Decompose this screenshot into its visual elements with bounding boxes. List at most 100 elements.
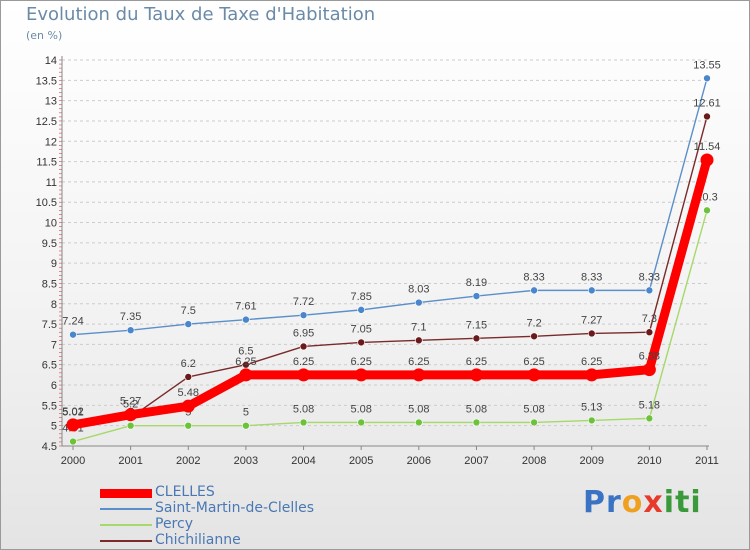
data-label: 5.08 (293, 403, 314, 415)
data-point (184, 421, 193, 430)
data-point (69, 437, 77, 446)
data-point (530, 286, 538, 295)
data-point (242, 421, 250, 430)
data-label: 7.1 (411, 321, 426, 333)
data-point (242, 360, 250, 369)
legend-swatch (100, 508, 152, 510)
data-point (645, 286, 654, 295)
data-point (472, 418, 481, 427)
data-point (124, 408, 138, 422)
legend-label: Chichilianne (155, 532, 241, 548)
data-label: 7.85 (350, 291, 371, 303)
data-point (415, 298, 423, 307)
x-tick-label: 2006 (407, 455, 431, 467)
data-point (415, 336, 423, 345)
logo-letter: o (621, 485, 644, 520)
data-label: 8.03 (408, 284, 429, 296)
data-label: 5.08 (523, 403, 544, 415)
data-label: 5.08 (466, 403, 487, 415)
data-label: 8.33 (581, 271, 602, 283)
legend-label: CLELLES (155, 484, 215, 500)
data-point (126, 326, 135, 335)
data-label: 6.38 (639, 351, 660, 363)
data-label: 6.25 (235, 356, 256, 368)
data-point (126, 421, 135, 430)
data-label: 5.01 (62, 406, 83, 418)
data-point (530, 418, 538, 427)
data-point (354, 368, 368, 382)
logo-letter: t (675, 485, 691, 520)
data-point (412, 368, 426, 382)
data-point (587, 329, 596, 338)
y-tick-label: 5.5 (42, 400, 57, 412)
x-tick-label: 2007 (464, 455, 488, 467)
data-point (587, 416, 596, 425)
data-label: 7.61 (235, 301, 256, 313)
x-tick-label: 2010 (637, 455, 661, 467)
x-tick-label: 2011 (695, 455, 719, 467)
x-tick-label: 2005 (349, 455, 373, 467)
y-tick-label: 12.5 (36, 116, 57, 128)
logo-letter: i (663, 485, 676, 520)
y-tick-label: 11.5 (36, 157, 57, 169)
y-tick-label: 10 (45, 218, 57, 230)
data-point (645, 328, 654, 337)
data-label: 7.5 (181, 305, 196, 317)
data-label: 5.27 (120, 396, 141, 408)
data-point (297, 368, 311, 382)
logo-letter: r (606, 485, 622, 520)
x-tick-label: 2003 (234, 455, 258, 467)
data-label: 7.15 (466, 319, 487, 331)
data-label: 7.05 (350, 323, 371, 335)
data-label: 8.33 (523, 271, 544, 283)
y-tick-label: 7 (51, 339, 57, 351)
data-label: 6.25 (466, 356, 487, 368)
proxiti-logo: Proxiti (583, 485, 702, 520)
data-label: 5 (185, 407, 191, 419)
data-label: 6.5 (238, 346, 253, 358)
data-point (703, 112, 711, 121)
x-tick-label: 2009 (579, 455, 603, 467)
data-point (357, 418, 365, 427)
y-tick-label: 13 (45, 96, 57, 108)
y-tick-label: 10.5 (36, 197, 57, 209)
data-label: 6.2 (181, 358, 196, 370)
legend-label: Saint-Martin-de-Clelles (155, 500, 315, 516)
data-label: 5.08 (408, 403, 429, 415)
data-label: 11.54 (694, 141, 721, 153)
logo-letter: P (583, 485, 606, 520)
y-tick-label: 8 (51, 299, 57, 311)
data-label: 8.19 (466, 277, 487, 289)
y-tick-label: 7.5 (42, 319, 57, 331)
data-label: 12.61 (693, 97, 721, 109)
legend-item: Chichilianne (100, 532, 360, 549)
data-point (530, 332, 538, 341)
data-label: 13.55 (693, 59, 721, 71)
data-point (703, 74, 711, 83)
legend-item: Saint-Martin-de-Clelles (100, 500, 360, 517)
data-label: 7.2 (526, 317, 541, 329)
x-tick-label: 2001 (118, 455, 142, 467)
data-point (587, 286, 596, 295)
legend-swatch (100, 540, 152, 542)
data-point (645, 414, 654, 423)
data-label: 7.27 (581, 314, 602, 326)
data-point (299, 418, 308, 427)
y-tick-label: 12 (45, 136, 57, 148)
data-point (66, 418, 80, 432)
x-tick-label: 2008 (522, 455, 546, 467)
logo-letter: x (643, 485, 664, 520)
x-tick-label: 2002 (176, 455, 200, 467)
chart-legend: CLELLES Saint-Martin-de-Clelles Percy Chich… (100, 484, 360, 549)
data-point (700, 153, 714, 167)
data-point (472, 292, 481, 300)
y-tick-label: 6 (51, 380, 57, 392)
x-tick-label: 2004 (291, 455, 315, 467)
legend-label: Percy (155, 516, 193, 532)
y-tick-label: 9 (51, 258, 57, 270)
data-label: 6.25 (523, 356, 544, 368)
y-tick-label: 6.5 (42, 360, 57, 372)
data-label: 5.2 (123, 399, 138, 411)
